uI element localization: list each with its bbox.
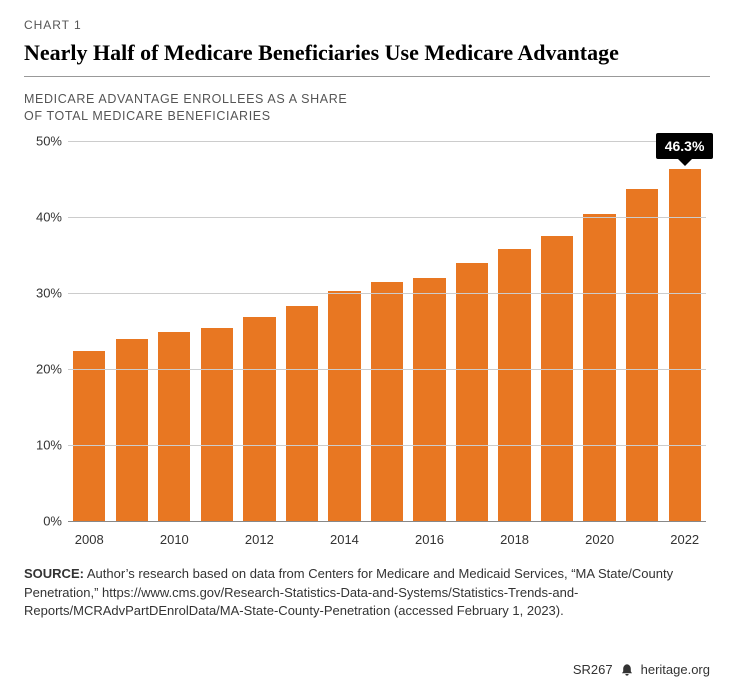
y-tick-label: 0% <box>28 513 62 528</box>
bar <box>73 351 105 520</box>
bar-slot <box>196 141 239 521</box>
bar-slot <box>323 141 366 521</box>
bar <box>116 339 148 521</box>
bar <box>286 306 318 521</box>
x-tick-label: 2012 <box>238 532 281 547</box>
bar <box>158 332 190 520</box>
bars-container <box>68 141 706 521</box>
gridline <box>68 141 706 142</box>
source-note: SOURCE: Author’s research based on data … <box>24 565 710 622</box>
bar <box>541 236 573 521</box>
site-label: heritage.org <box>641 662 710 677</box>
bar <box>243 317 275 521</box>
bar <box>583 214 615 520</box>
y-tick-label: 20% <box>28 361 62 376</box>
chart-title: Nearly Half of Medicare Beneficiaries Us… <box>24 40 710 66</box>
x-tick-label <box>111 532 154 547</box>
bar <box>498 249 530 521</box>
bar <box>371 282 403 521</box>
bar-slot <box>621 141 664 521</box>
value-callout: 46.3% <box>656 133 714 159</box>
bar <box>456 263 488 521</box>
x-tick-label <box>536 532 579 547</box>
bar <box>413 278 445 521</box>
bar <box>201 328 233 521</box>
gridline <box>68 445 706 446</box>
bar-slot <box>366 141 409 521</box>
bar <box>328 291 360 521</box>
bar-slot <box>663 141 706 521</box>
bar-slot <box>536 141 579 521</box>
x-tick-label: 2018 <box>493 532 536 547</box>
bar <box>626 189 658 520</box>
x-tick-label <box>196 532 239 547</box>
y-tick-label: 30% <box>28 285 62 300</box>
x-tick-label <box>366 532 409 547</box>
title-rule <box>24 76 710 77</box>
plot-area <box>68 141 706 521</box>
bar-slot <box>111 141 154 521</box>
bar-slot <box>281 141 324 521</box>
chart-number-label: CHART 1 <box>24 18 710 32</box>
subtitle-line-1: MEDICARE ADVANTAGE ENROLLEES AS A SHARE <box>24 92 347 106</box>
chart-subtitle: MEDICARE ADVANTAGE ENROLLEES AS A SHARE … <box>24 91 710 125</box>
footer: SR267 heritage.org <box>573 662 710 677</box>
bar-chart: 20082010201220142016201820202022 46.3% 0… <box>28 131 710 549</box>
bar-slot <box>68 141 111 521</box>
bar-slot <box>153 141 196 521</box>
x-tick-label: 2010 <box>153 532 196 547</box>
x-tick-label: 2022 <box>663 532 706 547</box>
bar <box>669 169 701 521</box>
report-code: SR267 <box>573 662 613 677</box>
gridline <box>68 217 706 218</box>
gridline <box>68 521 706 522</box>
x-tick-label: 2014 <box>323 532 366 547</box>
y-tick-label: 40% <box>28 209 62 224</box>
x-tick-label: 2016 <box>408 532 451 547</box>
x-tick-label <box>621 532 664 547</box>
y-tick-label: 10% <box>28 437 62 452</box>
x-axis-labels: 2008 2010 2012 2014 2016 2018 2020 2022 <box>68 532 706 547</box>
source-text: Author’s research based on data from Cen… <box>24 566 673 619</box>
subtitle-line-2: OF TOTAL MEDICARE BENEFICIARIES <box>24 109 271 123</box>
source-prefix: SOURCE: <box>24 566 84 581</box>
y-tick-label: 50% <box>28 133 62 148</box>
x-tick-label <box>281 532 324 547</box>
bar-slot <box>408 141 451 521</box>
bell-icon <box>621 663 633 677</box>
bar-slot <box>238 141 281 521</box>
bar-slot <box>451 141 494 521</box>
gridline <box>68 369 706 370</box>
x-tick-label: 2020 <box>578 532 621 547</box>
gridline <box>68 293 706 294</box>
x-tick-label <box>451 532 494 547</box>
bar-slot <box>493 141 536 521</box>
bar-slot <box>578 141 621 521</box>
x-tick-label: 2008 <box>68 532 111 547</box>
